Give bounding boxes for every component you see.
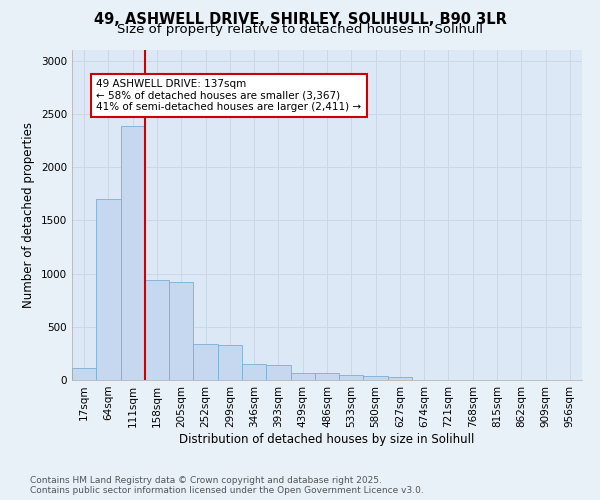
Bar	[315, 373, 339, 380]
Text: Size of property relative to detached houses in Solihull: Size of property relative to detached ho…	[117, 22, 483, 36]
X-axis label: Distribution of detached houses by size in Solihull: Distribution of detached houses by size …	[179, 432, 475, 446]
Bar	[388, 377, 412, 380]
Text: 49 ASHWELL DRIVE: 137sqm
← 58% of detached houses are smaller (3,367)
41% of sem: 49 ASHWELL DRIVE: 137sqm ← 58% of detach…	[96, 78, 361, 112]
Bar	[339, 375, 364, 380]
Bar	[290, 372, 315, 380]
Text: 49, ASHWELL DRIVE, SHIRLEY, SOLIHULL, B90 3LR: 49, ASHWELL DRIVE, SHIRLEY, SOLIHULL, B9…	[94, 12, 506, 28]
Bar	[242, 364, 266, 380]
Bar	[72, 368, 96, 380]
Y-axis label: Number of detached properties: Number of detached properties	[22, 122, 35, 308]
Bar	[266, 364, 290, 380]
Bar	[193, 344, 218, 380]
Bar	[169, 282, 193, 380]
Bar	[96, 199, 121, 380]
Bar	[218, 345, 242, 380]
Bar	[145, 280, 169, 380]
Bar	[121, 126, 145, 380]
Text: Contains HM Land Registry data © Crown copyright and database right 2025.
Contai: Contains HM Land Registry data © Crown c…	[30, 476, 424, 495]
Bar	[364, 376, 388, 380]
